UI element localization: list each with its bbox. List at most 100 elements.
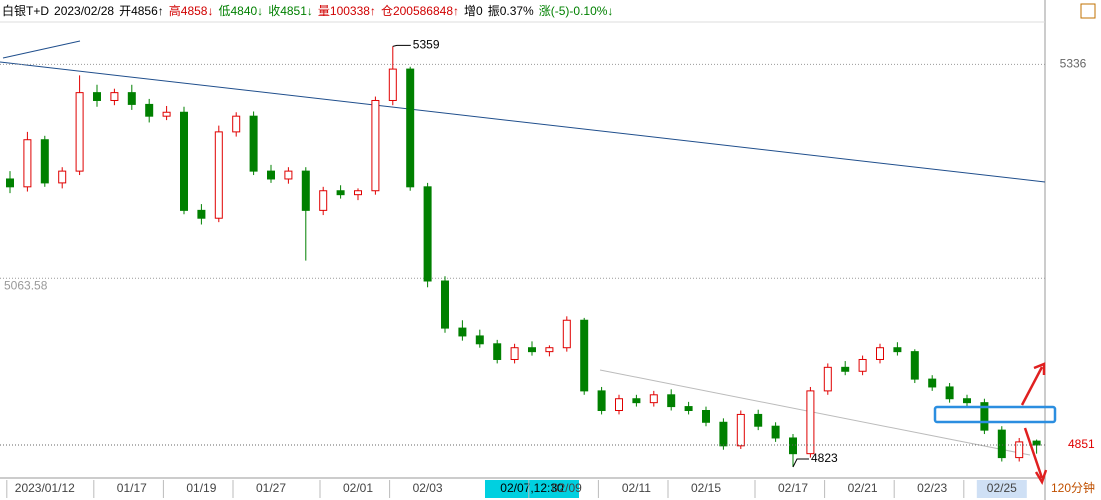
candle-body xyxy=(162,111,171,117)
interval-label: 120分钟 xyxy=(1051,480,1095,495)
header-item: 振0.37% xyxy=(488,4,534,18)
candle-body xyxy=(632,398,641,404)
annotation-leader xyxy=(392,44,411,47)
candle-body xyxy=(789,437,797,455)
plot-area: 5336 5063.58 2023/01/12 01/17 01/19 01/27 02/0… xyxy=(0,38,1101,498)
candle-body xyxy=(214,131,223,219)
candle-body xyxy=(858,358,867,372)
candle-body xyxy=(823,366,832,392)
y-tick-label: 5336 xyxy=(1060,57,1087,71)
candle-body xyxy=(58,170,67,184)
candle-body xyxy=(180,111,188,211)
candle-body xyxy=(232,115,241,133)
candle-body xyxy=(6,178,14,188)
candle-body xyxy=(493,343,502,360)
candle-body xyxy=(145,103,154,117)
cursor-label-bg xyxy=(485,480,579,498)
candle-body xyxy=(510,347,519,360)
candle-body xyxy=(736,413,745,447)
highlight-box xyxy=(933,405,1057,424)
candle-body xyxy=(719,421,728,447)
candle-body xyxy=(319,190,328,211)
candle-body xyxy=(127,92,136,105)
x-tick-label: 01/17 xyxy=(117,481,147,495)
header-item: 增0 xyxy=(464,4,483,18)
x-tick-label: 02/23 xyxy=(917,481,947,495)
cursor-label: 02/07,12:30 xyxy=(500,481,564,495)
header-item: 高4858↓ xyxy=(169,3,214,18)
candle-body xyxy=(684,406,693,412)
candle-body xyxy=(1032,440,1041,446)
trend-line xyxy=(0,61,1046,183)
candle-body xyxy=(702,410,710,423)
candle-body xyxy=(267,170,275,180)
x-tick-label: 2023/01/12 xyxy=(15,481,75,495)
candle-body xyxy=(754,413,763,427)
header-item: 仓200586848↑ xyxy=(381,4,459,18)
candle-body xyxy=(545,347,554,353)
candle-body xyxy=(441,280,449,329)
candle-body xyxy=(963,398,971,404)
candle-body xyxy=(371,99,380,192)
candle-body xyxy=(771,425,780,439)
x-tick-label: 01/27 xyxy=(256,481,286,495)
x-tick-label: 02/03 xyxy=(413,481,443,495)
support-line xyxy=(599,369,1031,456)
x-tick-label: 02/17 xyxy=(778,481,808,495)
candle-body xyxy=(580,319,589,392)
candle-body xyxy=(806,390,815,455)
candle-body xyxy=(562,319,571,349)
header-item: 收4851↓ xyxy=(268,4,313,18)
candle-body xyxy=(23,139,32,188)
x-tick-label: 02/01 xyxy=(343,481,373,495)
candle-body xyxy=(249,115,258,172)
header-item: 量100338↑ xyxy=(318,4,376,18)
x-label-bg xyxy=(976,480,1027,498)
candle-body xyxy=(615,398,623,412)
min-label: 4823 xyxy=(811,451,838,465)
candle-body xyxy=(841,366,850,372)
candle-body xyxy=(336,190,345,196)
x-tick-label: 02/11 xyxy=(622,481,651,495)
x-tick-label: 02/21 xyxy=(848,481,878,495)
candle-body xyxy=(93,92,101,101)
candle-body xyxy=(110,92,119,101)
settings-icon[interactable] xyxy=(1080,3,1096,19)
candle-body xyxy=(475,335,484,345)
header-item: 涨(-5)-0.10%↓ xyxy=(539,3,614,18)
last-price-bg xyxy=(1058,436,1101,455)
candle-body xyxy=(597,390,606,412)
candle-body xyxy=(910,351,919,380)
candle-body xyxy=(945,386,954,400)
candle-body xyxy=(997,429,1006,459)
candle-body xyxy=(1015,441,1024,459)
candle-body xyxy=(354,190,362,196)
max-label: 5359 xyxy=(413,38,440,52)
candle-body xyxy=(528,347,536,353)
candle-body xyxy=(980,402,989,431)
last-price-label: 4851 xyxy=(1068,437,1095,451)
candle-body xyxy=(928,378,937,388)
annotation-leader xyxy=(792,458,809,468)
trend-line xyxy=(2,40,81,59)
candle-body xyxy=(423,186,432,282)
candle-body xyxy=(876,347,884,360)
candle-body xyxy=(40,139,49,184)
candle-body xyxy=(649,394,658,404)
arrow-down xyxy=(1023,427,1048,485)
x-tick-label: 01/19 xyxy=(186,481,216,495)
candle-body xyxy=(284,170,293,180)
header-item: 开4856↑ xyxy=(119,4,164,18)
candle-body xyxy=(458,327,467,337)
candle-body xyxy=(197,209,206,219)
x-tick-label: 02/15 xyxy=(691,481,721,495)
x-tick-label: 02/25 xyxy=(987,481,1017,495)
header-item: 白银T+D xyxy=(2,3,49,18)
header-item: 低4840↓ xyxy=(218,4,263,18)
candle-body xyxy=(893,347,902,353)
x-tick-label: 02/09 xyxy=(552,481,582,495)
candle-body xyxy=(301,170,310,211)
arrow-up xyxy=(1020,362,1046,406)
